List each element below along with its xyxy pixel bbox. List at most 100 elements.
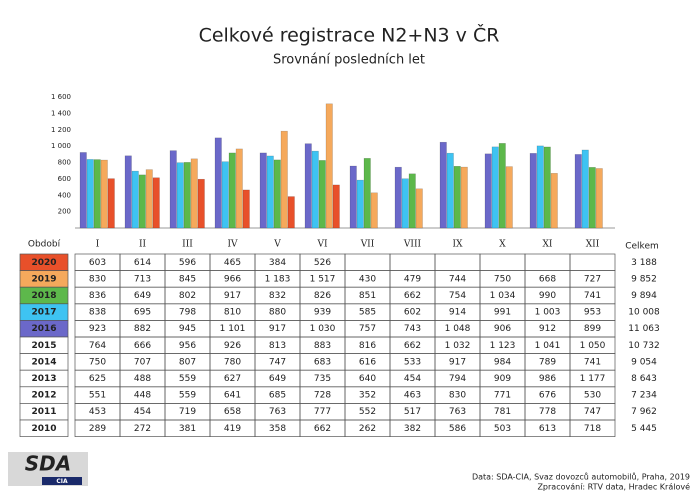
total-value: 7 234: [631, 391, 657, 401]
table-value: 953: [584, 308, 601, 318]
row-label-cell: [19, 419, 69, 437]
table-value: 727: [584, 274, 601, 284]
table-cell: [569, 253, 616, 271]
table-cell: [569, 419, 616, 437]
table-value: 917: [449, 357, 466, 367]
table-cell: [344, 253, 391, 271]
table-value: 816: [359, 341, 376, 351]
table-value: 586: [449, 424, 466, 434]
table-value: 662: [404, 341, 421, 351]
table-value: 551: [89, 391, 106, 401]
table-value: 603: [89, 258, 106, 268]
x-tick-label: IX: [453, 240, 464, 250]
table-value: 909: [494, 374, 511, 384]
table-value: 658: [224, 407, 241, 417]
bar: [228, 152, 236, 229]
bar: [536, 145, 544, 229]
table-value: 358: [269, 424, 286, 434]
row-label: 2019: [31, 274, 56, 284]
bar: [370, 192, 378, 229]
table-value: 1 050: [580, 341, 606, 351]
table-value: 810: [224, 308, 241, 318]
bar: [401, 178, 409, 229]
total-value: 11 063: [628, 324, 660, 334]
table-value: 453: [89, 407, 106, 417]
bar: [550, 173, 558, 229]
x-tick-label: VIII: [403, 240, 422, 250]
table-value: 747: [584, 407, 601, 417]
total-value: 7 962: [631, 407, 657, 417]
table-value: 912: [539, 324, 556, 334]
table-value: 830: [449, 391, 466, 401]
table-value: 649: [269, 374, 286, 384]
bar: [318, 160, 326, 229]
bar: [408, 173, 416, 229]
table-value: 917: [269, 324, 286, 334]
table-value: 728: [314, 391, 331, 401]
bar: [356, 179, 364, 229]
table-value: 851: [359, 291, 376, 301]
x-tick-label: III: [182, 240, 193, 250]
table-value: 668: [539, 274, 556, 284]
bar: [183, 162, 191, 229]
x-tick-label: VI: [316, 240, 327, 250]
table-value: 289: [89, 424, 106, 434]
total-value: 3 188: [631, 258, 657, 268]
table-value: 832: [269, 291, 286, 301]
table-value: 517: [404, 407, 421, 417]
row-label: 2012: [31, 391, 56, 401]
table-value: 503: [494, 424, 511, 434]
bar: [79, 152, 87, 229]
x-tick-label: X: [499, 240, 506, 250]
x-tick-label: I: [96, 240, 100, 250]
table-value: 384: [269, 258, 286, 268]
table-value: 419: [224, 424, 241, 434]
chart-subtitle: Srovnání posledních let: [273, 53, 425, 68]
table-value: 430: [359, 274, 376, 284]
row-label: 2013: [31, 374, 56, 384]
table-value: 741: [584, 357, 601, 367]
table-value: 838: [89, 308, 106, 318]
logo-bar: [42, 477, 82, 485]
x-tick-label: IV: [227, 240, 238, 250]
table-value: 906: [494, 324, 511, 334]
table-value: 735: [314, 374, 331, 384]
bar: [235, 148, 243, 229]
x-tick-label: V: [273, 240, 281, 250]
table-value: 1 030: [310, 324, 336, 334]
table-value: 990: [539, 291, 556, 301]
table-value: 1 101: [220, 324, 246, 334]
table-value: 1 034: [490, 291, 516, 301]
table-value: 614: [134, 258, 151, 268]
row-label: 2020: [31, 258, 56, 268]
bar: [491, 146, 499, 229]
table-value: 781: [494, 407, 511, 417]
bar: [190, 158, 198, 229]
table-value: 966: [224, 274, 241, 284]
table-cell: [434, 253, 481, 271]
table-value: 764: [89, 341, 106, 351]
table-value: 602: [404, 308, 421, 318]
table-value: 780: [224, 357, 241, 367]
bar: [595, 168, 603, 229]
bar: [415, 188, 423, 229]
bar: [169, 150, 177, 229]
bar: [505, 166, 513, 229]
table-value: 763: [269, 407, 286, 417]
table-value: 625: [89, 374, 106, 384]
table-value: 1 517: [310, 274, 336, 284]
bar: [529, 153, 537, 229]
bar: [439, 141, 447, 229]
total-header: Celkem: [625, 242, 659, 252]
table-value: 1 123: [490, 341, 516, 351]
table-value: 750: [494, 274, 511, 284]
total-value: 9 894: [631, 291, 657, 301]
table-value: 719: [179, 407, 196, 417]
table-cell: [389, 253, 436, 271]
bar: [287, 196, 295, 229]
bar: [124, 155, 132, 229]
table-value: 917: [224, 291, 241, 301]
processing: Zpracování: RTV data, Hradec Králové: [537, 482, 690, 492]
bar: [242, 189, 250, 229]
total-value: 8 643: [631, 374, 657, 384]
